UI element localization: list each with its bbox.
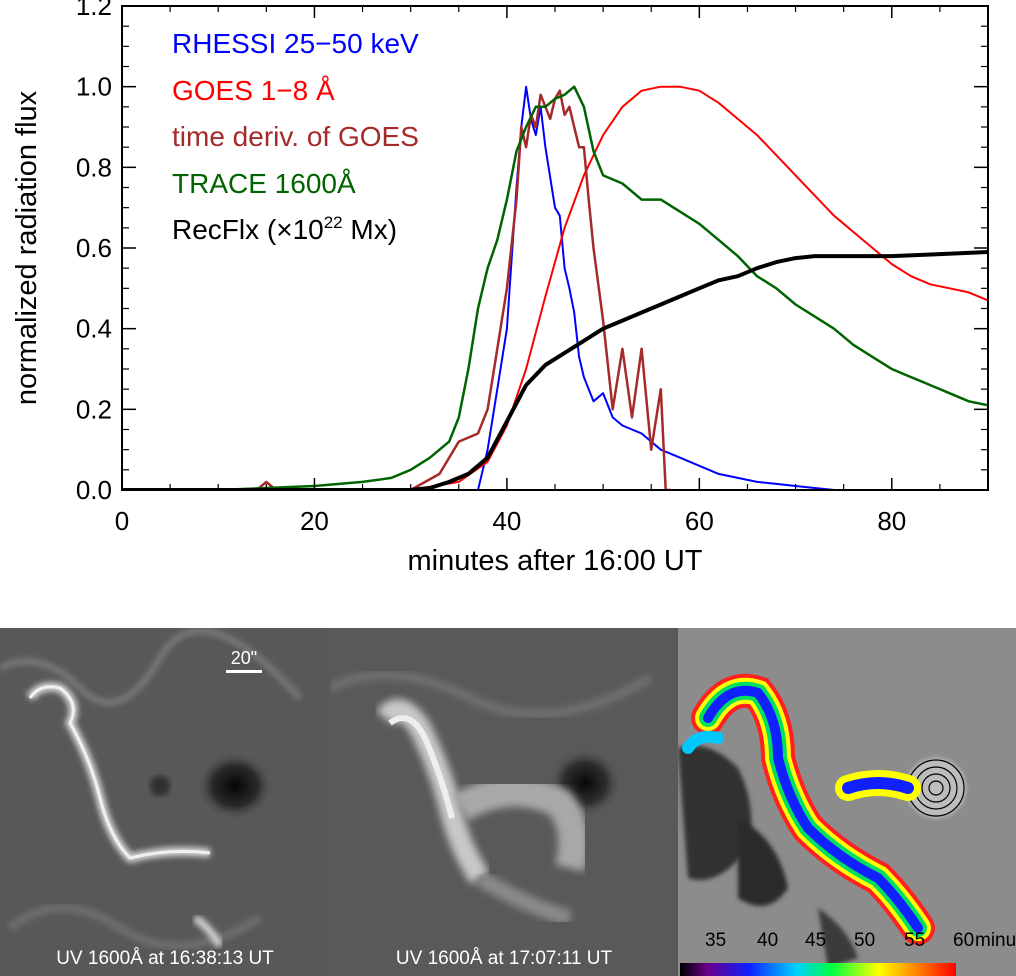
legend-goes-deriv: time deriv. of GOES [172,121,419,152]
caption-left: UV 1600Å at 16:38:13 UT [56,948,274,969]
legend-rhessi: RHESSI 25−50 keV [172,28,419,59]
colorbar-tick-55: 55 [904,930,926,951]
x-tick-label: 60 [685,506,714,536]
x-tick-label: 40 [492,506,521,536]
legend: RHESSI 25−50 keV GOES 1−8 Å time deriv. … [172,28,419,245]
scale-bar: 20" [226,648,262,673]
colorbar-tick-50: 50 [854,930,876,951]
colorbar-labels: 35 40 45 50 55 60 minutes [678,930,1016,958]
legend-recflx-exponent: 22 [324,213,343,232]
ribbon-map [678,628,1016,976]
legend-recflx-prefix: RecFlx (×10 [172,214,324,245]
uv-image-panel-left: 20" UV 1600Å at 16:38:13 UT [0,628,330,976]
ribbon-map-panel: 35 40 45 50 55 60 minutes [678,628,1016,976]
colorbar-unit: minutes [975,930,1016,951]
legend-trace: TRACE 1600Å [172,168,356,199]
legend-goes: GOES 1−8 Å [172,75,335,106]
series-line-4 [122,250,988,490]
colorbar-tick-60: 60 [953,930,975,951]
series-line-1 [122,85,988,490]
uv-image-left [0,628,330,976]
legend-recflx: RecFlx (×1022 Mx) [172,213,397,245]
y-tick-label: 0.6 [76,233,112,263]
x-tick-label: 80 [877,506,906,536]
series-line-3 [122,85,988,490]
scale-bar-line [226,670,262,673]
y-tick-label: 0.4 [76,314,112,344]
y-tick-label: 0.0 [76,475,112,505]
line-chart: 0 20 40 60 80 0.0 0.2 0.4 0.6 0.8 1.0 1.2 minutes a… [11,0,989,577]
series-line-2 [122,89,671,490]
y-axis-title: normalized radiation flux [11,90,43,405]
x-tick-label: 20 [300,506,329,536]
x-axis-title: minutes after 16:00 UT [408,545,703,577]
scale-bar-label: 20" [230,648,258,668]
y-tick-label: 1.0 [76,72,112,102]
legend-recflx-unit: Mx) [343,214,397,245]
series-line-0 [477,85,835,490]
colorbar-tick-40: 40 [757,930,779,951]
caption-middle: UV 1600Å at 17:07:11 UT [395,948,613,969]
uv-image-middle [330,628,678,976]
colorbar [680,963,956,976]
colorbar-tick-35: 35 [705,930,727,951]
y-tick-label: 0.2 [76,394,112,424]
x-tick-label: 0 [115,506,129,536]
colorbar-tick-45: 45 [805,930,827,951]
y-tick-label: 1.2 [76,0,112,21]
uv-image-panel-middle: UV 1600Å at 17:07:11 UT [330,628,678,976]
y-tick-label: 0.8 [76,152,112,182]
